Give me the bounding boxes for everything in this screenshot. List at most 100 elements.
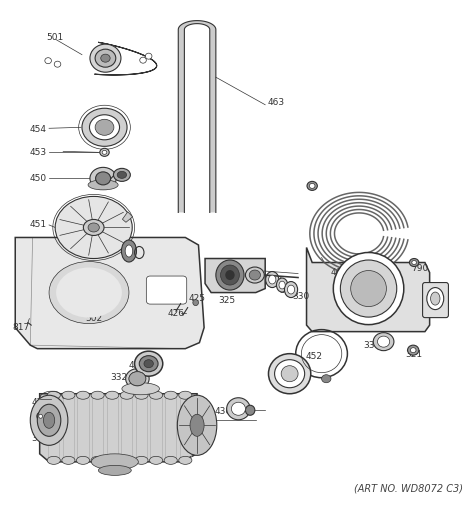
Ellipse shape: [179, 457, 192, 465]
Ellipse shape: [91, 391, 104, 399]
Ellipse shape: [427, 287, 444, 310]
Text: 454: 454: [29, 125, 46, 134]
Text: 328: 328: [265, 276, 283, 284]
Ellipse shape: [430, 292, 440, 305]
Text: 790: 790: [411, 264, 428, 273]
Ellipse shape: [279, 281, 285, 289]
Text: 321: 321: [405, 349, 422, 359]
Polygon shape: [205, 259, 265, 292]
Ellipse shape: [96, 172, 110, 185]
Ellipse shape: [30, 395, 68, 445]
Ellipse shape: [135, 391, 148, 399]
Ellipse shape: [90, 44, 121, 72]
Text: 430: 430: [214, 407, 232, 416]
Ellipse shape: [276, 278, 288, 292]
Ellipse shape: [190, 414, 204, 436]
Text: 451: 451: [29, 221, 46, 229]
Ellipse shape: [246, 267, 264, 283]
Ellipse shape: [310, 183, 315, 188]
Ellipse shape: [220, 265, 239, 285]
Ellipse shape: [281, 366, 298, 382]
Ellipse shape: [44, 412, 55, 428]
Ellipse shape: [164, 457, 177, 465]
Polygon shape: [307, 247, 429, 332]
Ellipse shape: [45, 58, 51, 64]
Ellipse shape: [129, 372, 146, 386]
Ellipse shape: [225, 270, 235, 280]
Ellipse shape: [117, 171, 127, 178]
Text: 462: 462: [331, 268, 348, 277]
Ellipse shape: [340, 260, 397, 317]
Ellipse shape: [321, 375, 331, 383]
Text: 450: 450: [29, 174, 46, 183]
Ellipse shape: [129, 372, 146, 386]
Ellipse shape: [408, 345, 419, 355]
Text: 425: 425: [31, 413, 48, 422]
Ellipse shape: [246, 405, 255, 415]
Ellipse shape: [126, 369, 149, 389]
Text: 455: 455: [129, 361, 146, 370]
Text: 501: 501: [47, 33, 64, 41]
Ellipse shape: [106, 457, 119, 465]
Ellipse shape: [284, 282, 298, 297]
Ellipse shape: [125, 245, 133, 257]
Ellipse shape: [140, 57, 146, 63]
Ellipse shape: [62, 457, 75, 465]
FancyBboxPatch shape: [146, 276, 187, 304]
Text: 426: 426: [167, 309, 184, 318]
Text: 310: 310: [31, 434, 48, 443]
Ellipse shape: [120, 391, 133, 399]
Ellipse shape: [139, 356, 158, 372]
Text: 505: 505: [383, 300, 400, 310]
Text: 420: 420: [31, 398, 48, 407]
Ellipse shape: [149, 457, 163, 465]
Text: 330: 330: [292, 292, 310, 301]
Ellipse shape: [102, 150, 107, 155]
Ellipse shape: [149, 391, 163, 399]
Polygon shape: [40, 394, 197, 462]
Ellipse shape: [351, 271, 386, 307]
Text: 325: 325: [218, 295, 235, 305]
Text: 463: 463: [267, 98, 285, 107]
Ellipse shape: [95, 119, 114, 135]
Text: (ART NO. WD8072 C3): (ART NO. WD8072 C3): [354, 484, 463, 494]
Ellipse shape: [227, 398, 250, 420]
Ellipse shape: [410, 347, 416, 352]
Ellipse shape: [88, 180, 118, 190]
Ellipse shape: [412, 261, 417, 265]
Ellipse shape: [37, 404, 61, 436]
Ellipse shape: [135, 351, 163, 376]
Ellipse shape: [76, 391, 90, 399]
Ellipse shape: [56, 268, 122, 318]
Ellipse shape: [39, 414, 43, 418]
Ellipse shape: [106, 391, 119, 399]
Ellipse shape: [122, 383, 159, 395]
Text: 452: 452: [305, 352, 322, 361]
Ellipse shape: [91, 457, 104, 465]
Text: 453: 453: [29, 148, 46, 157]
Ellipse shape: [95, 49, 116, 67]
Ellipse shape: [47, 457, 60, 465]
Text: 425: 425: [188, 294, 205, 303]
Text: 332: 332: [110, 373, 128, 382]
Ellipse shape: [83, 220, 104, 235]
Polygon shape: [94, 42, 157, 75]
Ellipse shape: [88, 223, 100, 232]
Ellipse shape: [91, 454, 138, 470]
Ellipse shape: [49, 262, 129, 324]
Ellipse shape: [120, 457, 133, 465]
Ellipse shape: [274, 360, 305, 388]
Text: 817: 817: [12, 323, 30, 332]
Ellipse shape: [179, 391, 192, 399]
Ellipse shape: [82, 108, 127, 146]
Ellipse shape: [193, 299, 199, 306]
Ellipse shape: [100, 148, 109, 157]
Ellipse shape: [268, 354, 311, 394]
Ellipse shape: [265, 272, 279, 287]
Ellipse shape: [76, 457, 90, 465]
Polygon shape: [178, 21, 216, 213]
Polygon shape: [122, 212, 133, 222]
Ellipse shape: [287, 285, 295, 294]
Ellipse shape: [231, 402, 246, 415]
Ellipse shape: [269, 275, 276, 284]
